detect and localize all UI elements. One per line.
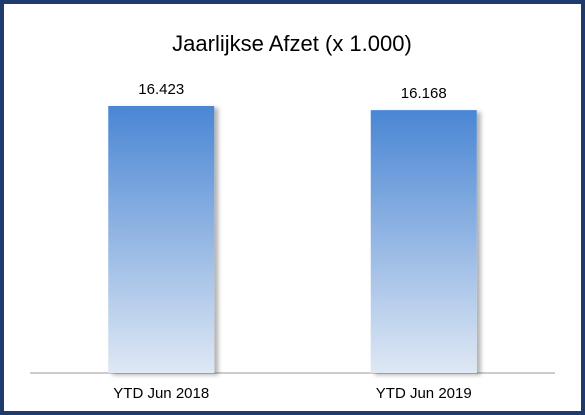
bar xyxy=(370,110,477,373)
chart-title: Jaarlijkse Afzet (x 1.000) xyxy=(172,31,412,56)
x-tick-label: YTD Jun 2019 xyxy=(376,385,472,402)
value-label: 16.423 xyxy=(138,81,184,98)
x-tick-label: YTD Jun 2018 xyxy=(113,385,209,402)
bar xyxy=(108,106,215,373)
value-label: 16.168 xyxy=(401,85,447,102)
